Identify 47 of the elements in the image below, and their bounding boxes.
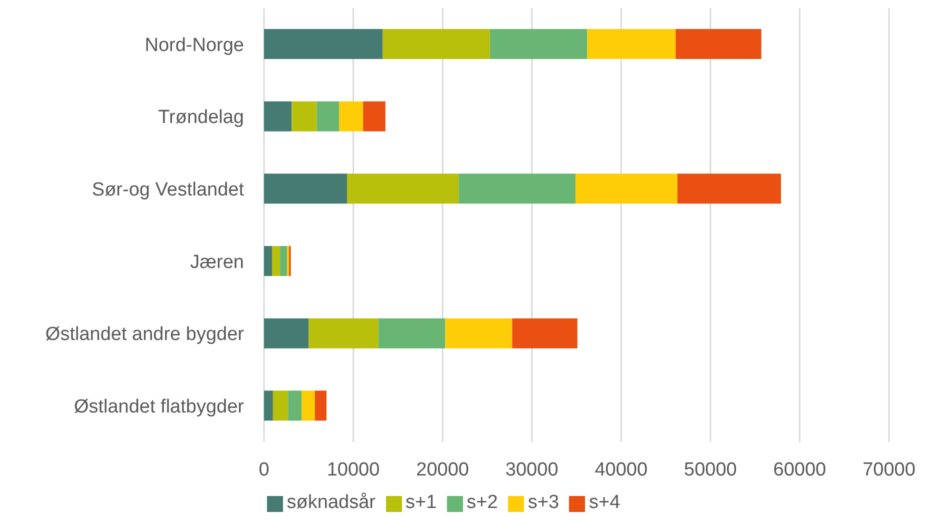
bar — [314, 390, 326, 421]
bar — [382, 29, 490, 59]
bar — [272, 390, 288, 421]
y-tick-label: Jæren — [190, 252, 244, 273]
bar — [347, 174, 459, 204]
bar — [445, 318, 512, 348]
bar — [280, 246, 288, 276]
y-tick-label: Østlandet andre bygder — [45, 324, 245, 346]
legend-label: s+2 — [466, 492, 498, 513]
x-tick-label: 30000 — [505, 459, 558, 480]
bar — [576, 174, 678, 204]
bar — [316, 101, 339, 132]
bar — [288, 390, 302, 421]
y-tick-label: Østlandet flatbygder — [74, 396, 245, 418]
bar — [490, 29, 588, 59]
legend-label: s+3 — [528, 492, 560, 513]
x-tick-label: 20000 — [416, 459, 469, 480]
legend-label: s+1 — [406, 492, 437, 513]
x-tick-label: 60000 — [773, 459, 826, 480]
legend-label: s+4 — [589, 492, 620, 513]
x-tick-label: 70000 — [862, 459, 916, 480]
bar — [676, 29, 762, 59]
y-tick-label: Nord-Norge — [144, 34, 244, 56]
bar — [512, 318, 578, 348]
bar — [264, 246, 272, 276]
bar — [378, 318, 446, 348]
bar — [264, 29, 383, 59]
bar — [264, 174, 348, 204]
bar — [292, 101, 317, 132]
y-tick-label: Trøndelag — [158, 107, 244, 128]
x-tick-label: 0 — [258, 459, 270, 480]
bar — [264, 390, 273, 421]
bar — [302, 390, 315, 421]
bar — [272, 246, 280, 276]
bar — [587, 29, 676, 59]
bar — [264, 318, 309, 348]
bar — [339, 101, 364, 132]
bar — [363, 101, 386, 132]
y-tick-label: Sør-og Vestlandet — [92, 180, 245, 201]
x-tick-label: 10000 — [326, 459, 380, 480]
bar — [458, 174, 576, 204]
bar — [264, 101, 292, 132]
x-tick-label: 50000 — [684, 459, 737, 480]
x-tick-label: 40000 — [594, 459, 648, 480]
legend-label: søknadsår — [286, 492, 376, 513]
bar — [308, 318, 378, 348]
bar — [677, 174, 781, 204]
